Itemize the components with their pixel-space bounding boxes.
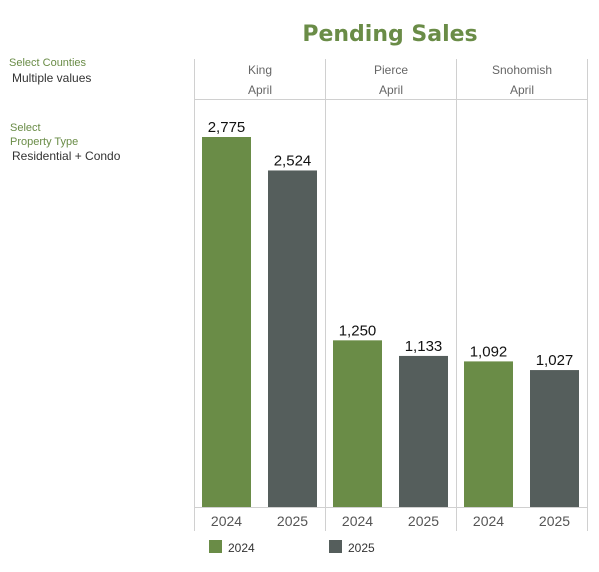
data-label-king-2024: 2,775 (208, 119, 246, 136)
legend-swatch-2024 (209, 540, 222, 553)
data-label-pierce-2024: 1,250 (339, 322, 377, 339)
data-label-pierce-2025: 1,133 (405, 338, 443, 355)
header-bottom-line (194, 99, 588, 100)
x-tick-snohomish-2024: 2024 (473, 513, 504, 529)
panel-divider-king-pierce (325, 59, 326, 531)
panel-divider-right (587, 59, 588, 531)
header-month-king: April (247, 83, 272, 97)
header-month-snohomish: April (509, 83, 534, 97)
header-county-pierce: Pierce (373, 63, 408, 77)
x-tick-king-2025: 2025 (277, 513, 308, 529)
bar-snohomish-2024[interactable] (464, 361, 513, 507)
bar-king-2024[interactable] (202, 137, 251, 507)
panel-divider-left (194, 59, 195, 531)
counties-filter-value[interactable]: Multiple values (12, 71, 92, 85)
data-label-snohomish-2024: 1,092 (470, 343, 508, 360)
bar-snohomish-2025[interactable] (530, 370, 579, 507)
chart-title: Pending Sales (302, 22, 478, 47)
x-tick-snohomish-2025: 2025 (539, 513, 570, 529)
counties-filter-label: Select Counties (9, 57, 87, 69)
header-county-king: King (247, 63, 273, 77)
property-type-label-line1: Select (10, 122, 41, 134)
legend-swatch-2025 (329, 540, 342, 553)
header-month-pierce: April (378, 83, 403, 97)
bar-pierce-2024[interactable] (333, 340, 382, 507)
property-type-filter-value[interactable]: Residential + Condo (12, 149, 121, 163)
legend-label-2024: 2024 (228, 541, 255, 555)
panel-divider-pierce-snohomish (456, 59, 457, 531)
data-label-king-2025: 2,524 (274, 152, 312, 169)
chart-baseline (194, 507, 588, 508)
property-type-label-line2: Property Type (10, 136, 79, 148)
legend-label-2025: 2025 (348, 541, 375, 555)
bar-pierce-2025[interactable] (399, 355, 448, 507)
header-county-snohomish: Snohomish (491, 63, 553, 77)
x-tick-king-2024: 2024 (211, 513, 242, 529)
bar-king-2025[interactable] (268, 170, 317, 507)
x-tick-pierce-2025: 2025 (408, 513, 439, 529)
data-label-snohomish-2025: 1,027 (536, 352, 574, 369)
x-tick-pierce-2024: 2024 (342, 513, 373, 529)
